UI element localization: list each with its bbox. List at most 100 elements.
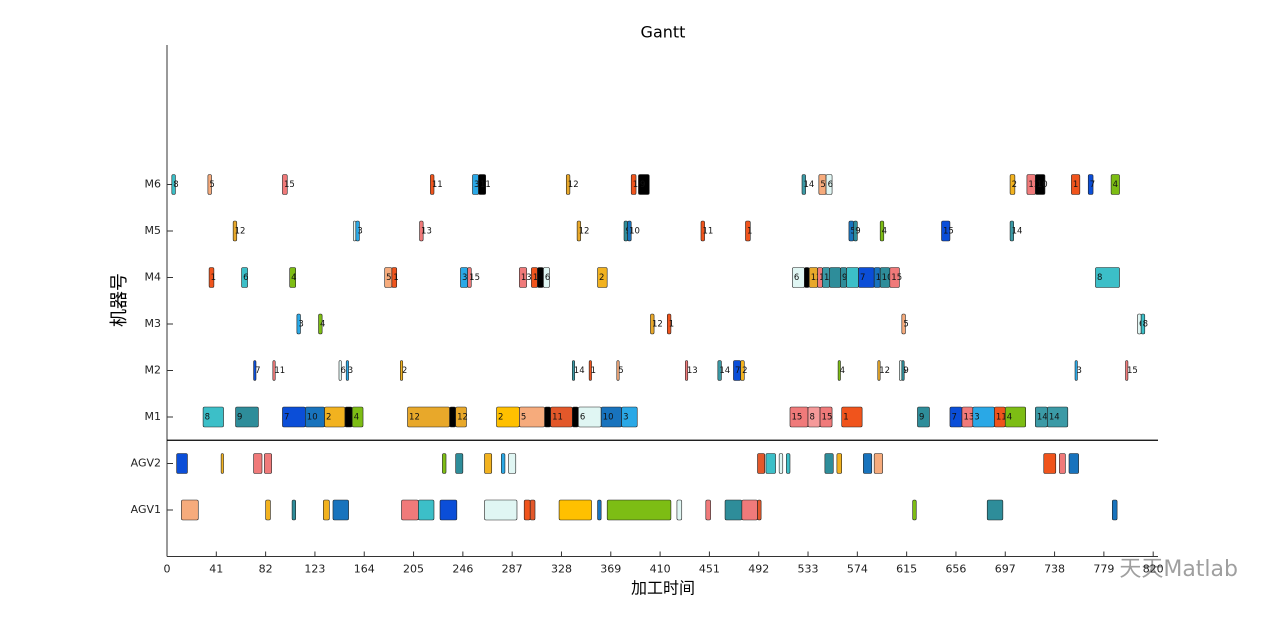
task-bar [296,313,301,335]
task-label: 2 [498,413,503,423]
task-bar [837,360,841,381]
task-bar [253,453,263,474]
task-bar [264,453,272,474]
task-bar [401,499,419,521]
task-bar [638,174,650,195]
task-bar [272,360,276,381]
task-bar [757,453,766,474]
task-label: 14 [719,366,730,376]
task-label: 11 [274,366,285,376]
task-bar [171,174,176,195]
task-label: 10 [307,413,318,423]
task-label: 4 [882,227,887,237]
task-bar [345,360,349,381]
task-label: 3 [348,366,353,376]
task-label: 5 [820,180,825,190]
x-tick-label: 451 [699,563,720,576]
task-label: 11 [996,413,1007,423]
task-bar [289,267,296,288]
task-bar [700,220,705,242]
task-label: 3 [474,180,479,190]
task-label: 8 [173,180,178,190]
task-bar [181,499,199,521]
task-bar [778,453,784,474]
watermark: 天天Matlab [1119,557,1238,582]
task-bar [1059,453,1066,474]
task-bar [819,406,833,428]
task-bar [705,499,711,521]
task-label: 13 [633,180,644,190]
task-bar [1009,174,1016,195]
task-label: 6 [243,273,248,283]
task-bar [537,267,544,288]
task-label: 12 [579,227,590,237]
task-label: 7 [860,273,865,283]
x-tick-label: 697 [995,563,1016,576]
x-tick-label: 164 [354,563,375,576]
task-label: 10 [603,413,614,423]
task-label: 4 [1113,180,1118,190]
x-tick-label: 492 [748,563,769,576]
task-label: 2 [599,273,604,283]
task-bar [332,499,349,521]
x-tick-label: 574 [847,563,868,576]
x-tick-label: 287 [502,563,523,576]
task-label: 9 [903,366,908,376]
x-tick-label: 0 [164,563,171,576]
task-bar [986,499,1004,521]
task-label: 7 [284,413,289,423]
x-tick-label: 41 [209,563,223,576]
task-bar [829,267,841,288]
task-bar [912,499,917,521]
task-bar [630,174,637,195]
x-tick-label: 369 [600,563,621,576]
task-label: 5 [521,413,526,423]
task-label: 8 [1097,273,1102,283]
task-bar [846,267,859,288]
task-bar [418,499,435,521]
task-label: 10 [1037,180,1048,190]
task-bar [597,499,602,521]
task-bar [606,499,672,521]
task-label: 15 [822,413,833,423]
task-bar [588,360,592,381]
task-bar [1009,220,1014,242]
task-label: 1 [533,273,538,283]
task-label: 6 [580,413,585,423]
task-bar [676,499,683,521]
task-label: 14 [1037,413,1048,423]
task-label: 2 [402,366,407,376]
task-label: 13 [421,227,432,237]
task-bar [621,406,638,428]
task-bar [571,406,579,428]
task-bar [519,267,527,288]
task-label: 12 [568,180,579,190]
task-label: 12 [235,227,246,237]
y-tick-label: M3 [145,317,162,330]
x-tick-label: 738 [1044,563,1065,576]
task-bar [207,174,212,195]
task-bar [1068,453,1079,474]
task-bar [571,360,576,381]
task-label: 12 [811,273,822,283]
task-bar [801,174,806,195]
task-label: 8 [205,413,210,423]
task-bar [1111,499,1118,521]
task-label: 15 [284,180,295,190]
task-label: 11 [552,413,563,423]
task-label: 15 [891,273,902,283]
y-tick-label: AGV2 [131,457,161,470]
task-bar [241,267,248,288]
task-label: 15 [943,227,954,237]
task-bar [853,220,858,242]
task-label: 5 [386,273,391,283]
task-label: 7 [735,366,740,376]
task-bar [740,360,745,381]
task-label: 3 [462,273,467,283]
task-bar [291,499,296,521]
task-bar [338,360,342,381]
task-bar [1125,360,1129,381]
task-label: 2 [326,413,331,423]
task-bar [430,174,435,195]
task-bar [1140,313,1146,335]
